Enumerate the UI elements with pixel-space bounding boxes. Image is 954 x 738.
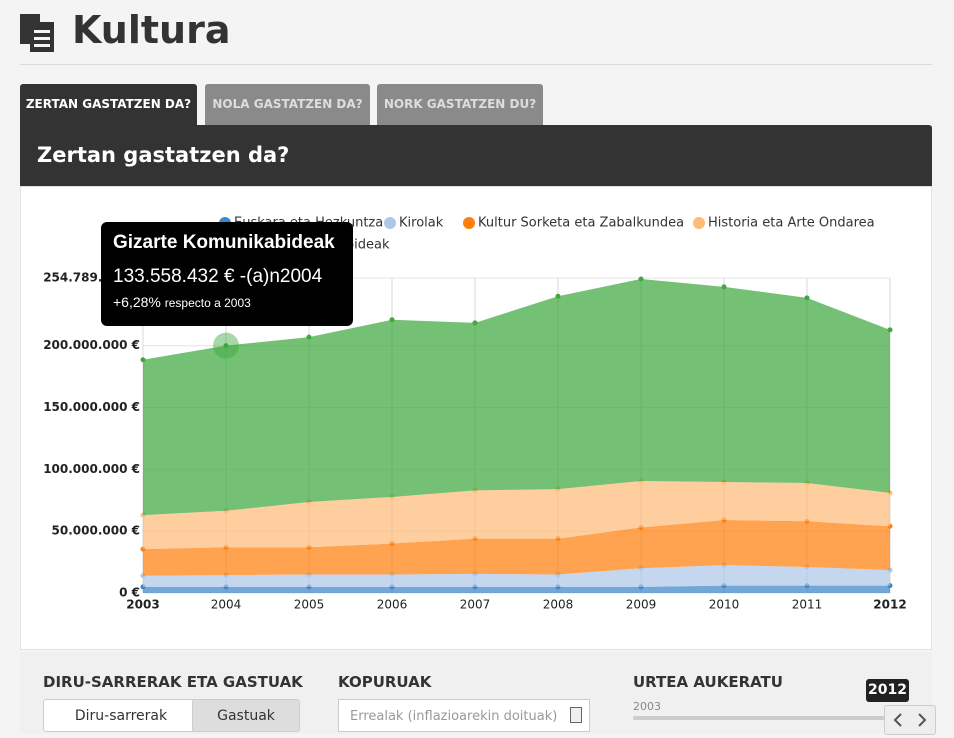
point (140, 357, 146, 363)
y-tick-label: 200.000.000 € (43, 338, 140, 352)
tooltip-change: +6,28% (113, 294, 161, 310)
hover-marker (213, 332, 239, 359)
x-tick-label: 2009 (626, 598, 657, 612)
legend-label: Historia eta Arte Ondarea (708, 216, 875, 231)
x-tick-label: 2005 (294, 598, 325, 612)
point (223, 343, 229, 349)
divider (20, 64, 932, 65)
page-title: Kultura (72, 8, 231, 52)
point (887, 327, 893, 333)
point (306, 334, 312, 340)
tooltip-note: respecto a 2003 (164, 296, 251, 310)
point (638, 276, 644, 282)
x-tick-label: 2007 (460, 598, 491, 612)
legend-marker (384, 217, 396, 229)
point (721, 284, 727, 290)
x-tick-label: 2011 (792, 598, 823, 612)
slider-start: 2003 (633, 700, 661, 713)
select[interactable]: Errealak (inflazioarekin doituak) (338, 699, 590, 732)
area (143, 520, 890, 576)
panel-title: Zertan gastatzen da? (20, 125, 932, 186)
y-tick-label: 150.000.000 € (43, 400, 140, 414)
control-label: KOPURUAK (338, 673, 432, 691)
slider-track[interactable] (633, 716, 893, 720)
button[interactable]: Diru-sarrerak (43, 699, 199, 732)
point (804, 295, 810, 301)
point (472, 320, 478, 326)
tab[interactable]: NOLA GASTATZEN DA? (205, 84, 370, 125)
legend-label: Kultur Sorketa eta Zabalkundea (478, 216, 684, 231)
tooltip-title: Gizarte Komunikabideak (113, 232, 335, 253)
y-tick-label: 0 € (119, 586, 140, 600)
slider-value: 2012 (866, 679, 909, 702)
legend-marker (463, 217, 475, 229)
area (143, 480, 890, 550)
x-tick-label: 2003 (126, 598, 159, 612)
y-tick-label: 100.000.000 € (43, 462, 140, 476)
x-tick-label: 2008 (543, 598, 574, 612)
slider-arrows[interactable] (884, 705, 936, 735)
legend-marker (693, 217, 705, 229)
point (555, 293, 561, 299)
control-label: URTEA AUKERATU (633, 673, 783, 691)
legend-label: Kirolak (399, 216, 444, 231)
x-tick-label: 2006 (377, 598, 408, 612)
point (389, 317, 395, 323)
tab[interactable]: NORK GASTATZEN DU? (377, 84, 543, 125)
button[interactable]: Gastuak (192, 699, 300, 732)
select-arrow[interactable] (570, 707, 582, 723)
x-tick-label: 2010 (709, 598, 740, 612)
tooltip-value: 133.558.432 € -(a)n2004 (113, 266, 323, 287)
tab[interactable]: ZERTAN GASTATZEN DA? (20, 84, 197, 125)
chart: 0 € 50.000.000 € 100.000.000 € 150.000.000 … (43, 216, 907, 612)
arrow-icons (893, 713, 927, 727)
x-tick-label: 2004 (211, 598, 242, 612)
y-tick-label: 50.000.000 € (52, 524, 140, 538)
control-label: DIRU-SARRERAK ETA GASTUAK (43, 673, 303, 691)
tooltip: Gizarte Komunikabideak 133.558.432 € -(a… (101, 222, 353, 326)
area (143, 585, 890, 593)
area (143, 565, 890, 587)
area (143, 278, 890, 516)
x-tick-label: 2012 (873, 598, 906, 612)
kultura-icon (20, 14, 54, 52)
